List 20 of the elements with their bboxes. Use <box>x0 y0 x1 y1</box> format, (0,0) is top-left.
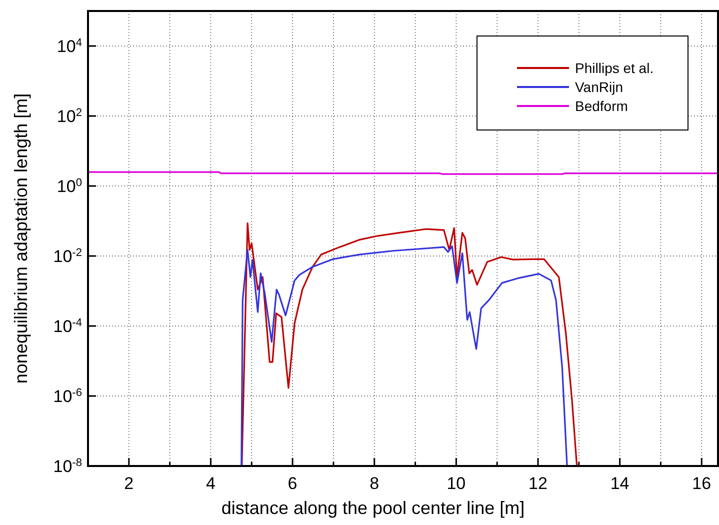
x-tick-label: 6 <box>288 474 298 493</box>
legend-label: VanRijn <box>575 79 623 95</box>
x-axis-title: distance along the pool center line [m] <box>221 498 525 518</box>
x-tick-label: 14 <box>610 474 630 493</box>
y-tick-label: 10$^{2}$ <box>56 107 82 126</box>
legend-label: Bedform <box>575 98 628 114</box>
x-tick-label: 16 <box>692 474 712 493</box>
y-tick-label: 10$^{0}$ <box>56 177 82 196</box>
y-axis-title: nonequilibrium adaptation length [m] <box>11 93 31 384</box>
x-tick-label: 8 <box>370 474 380 493</box>
y-tick-label: 10$^{-4}$ <box>53 317 82 336</box>
y-tick-label: 10$^{-8}$ <box>53 457 82 476</box>
x-tick-label: 12 <box>528 474 548 493</box>
legend-label: Phillips et al. <box>575 60 654 76</box>
x-tick-label: 10 <box>446 474 466 493</box>
y-tick-label: 10$^{-6}$ <box>53 387 82 406</box>
x-tick-label: 4 <box>206 474 216 493</box>
y-tick-label: 10$^{4}$ <box>56 37 82 56</box>
y-tick-label: 10$^{-2}$ <box>53 247 82 266</box>
x-tick-label: 2 <box>124 474 134 493</box>
